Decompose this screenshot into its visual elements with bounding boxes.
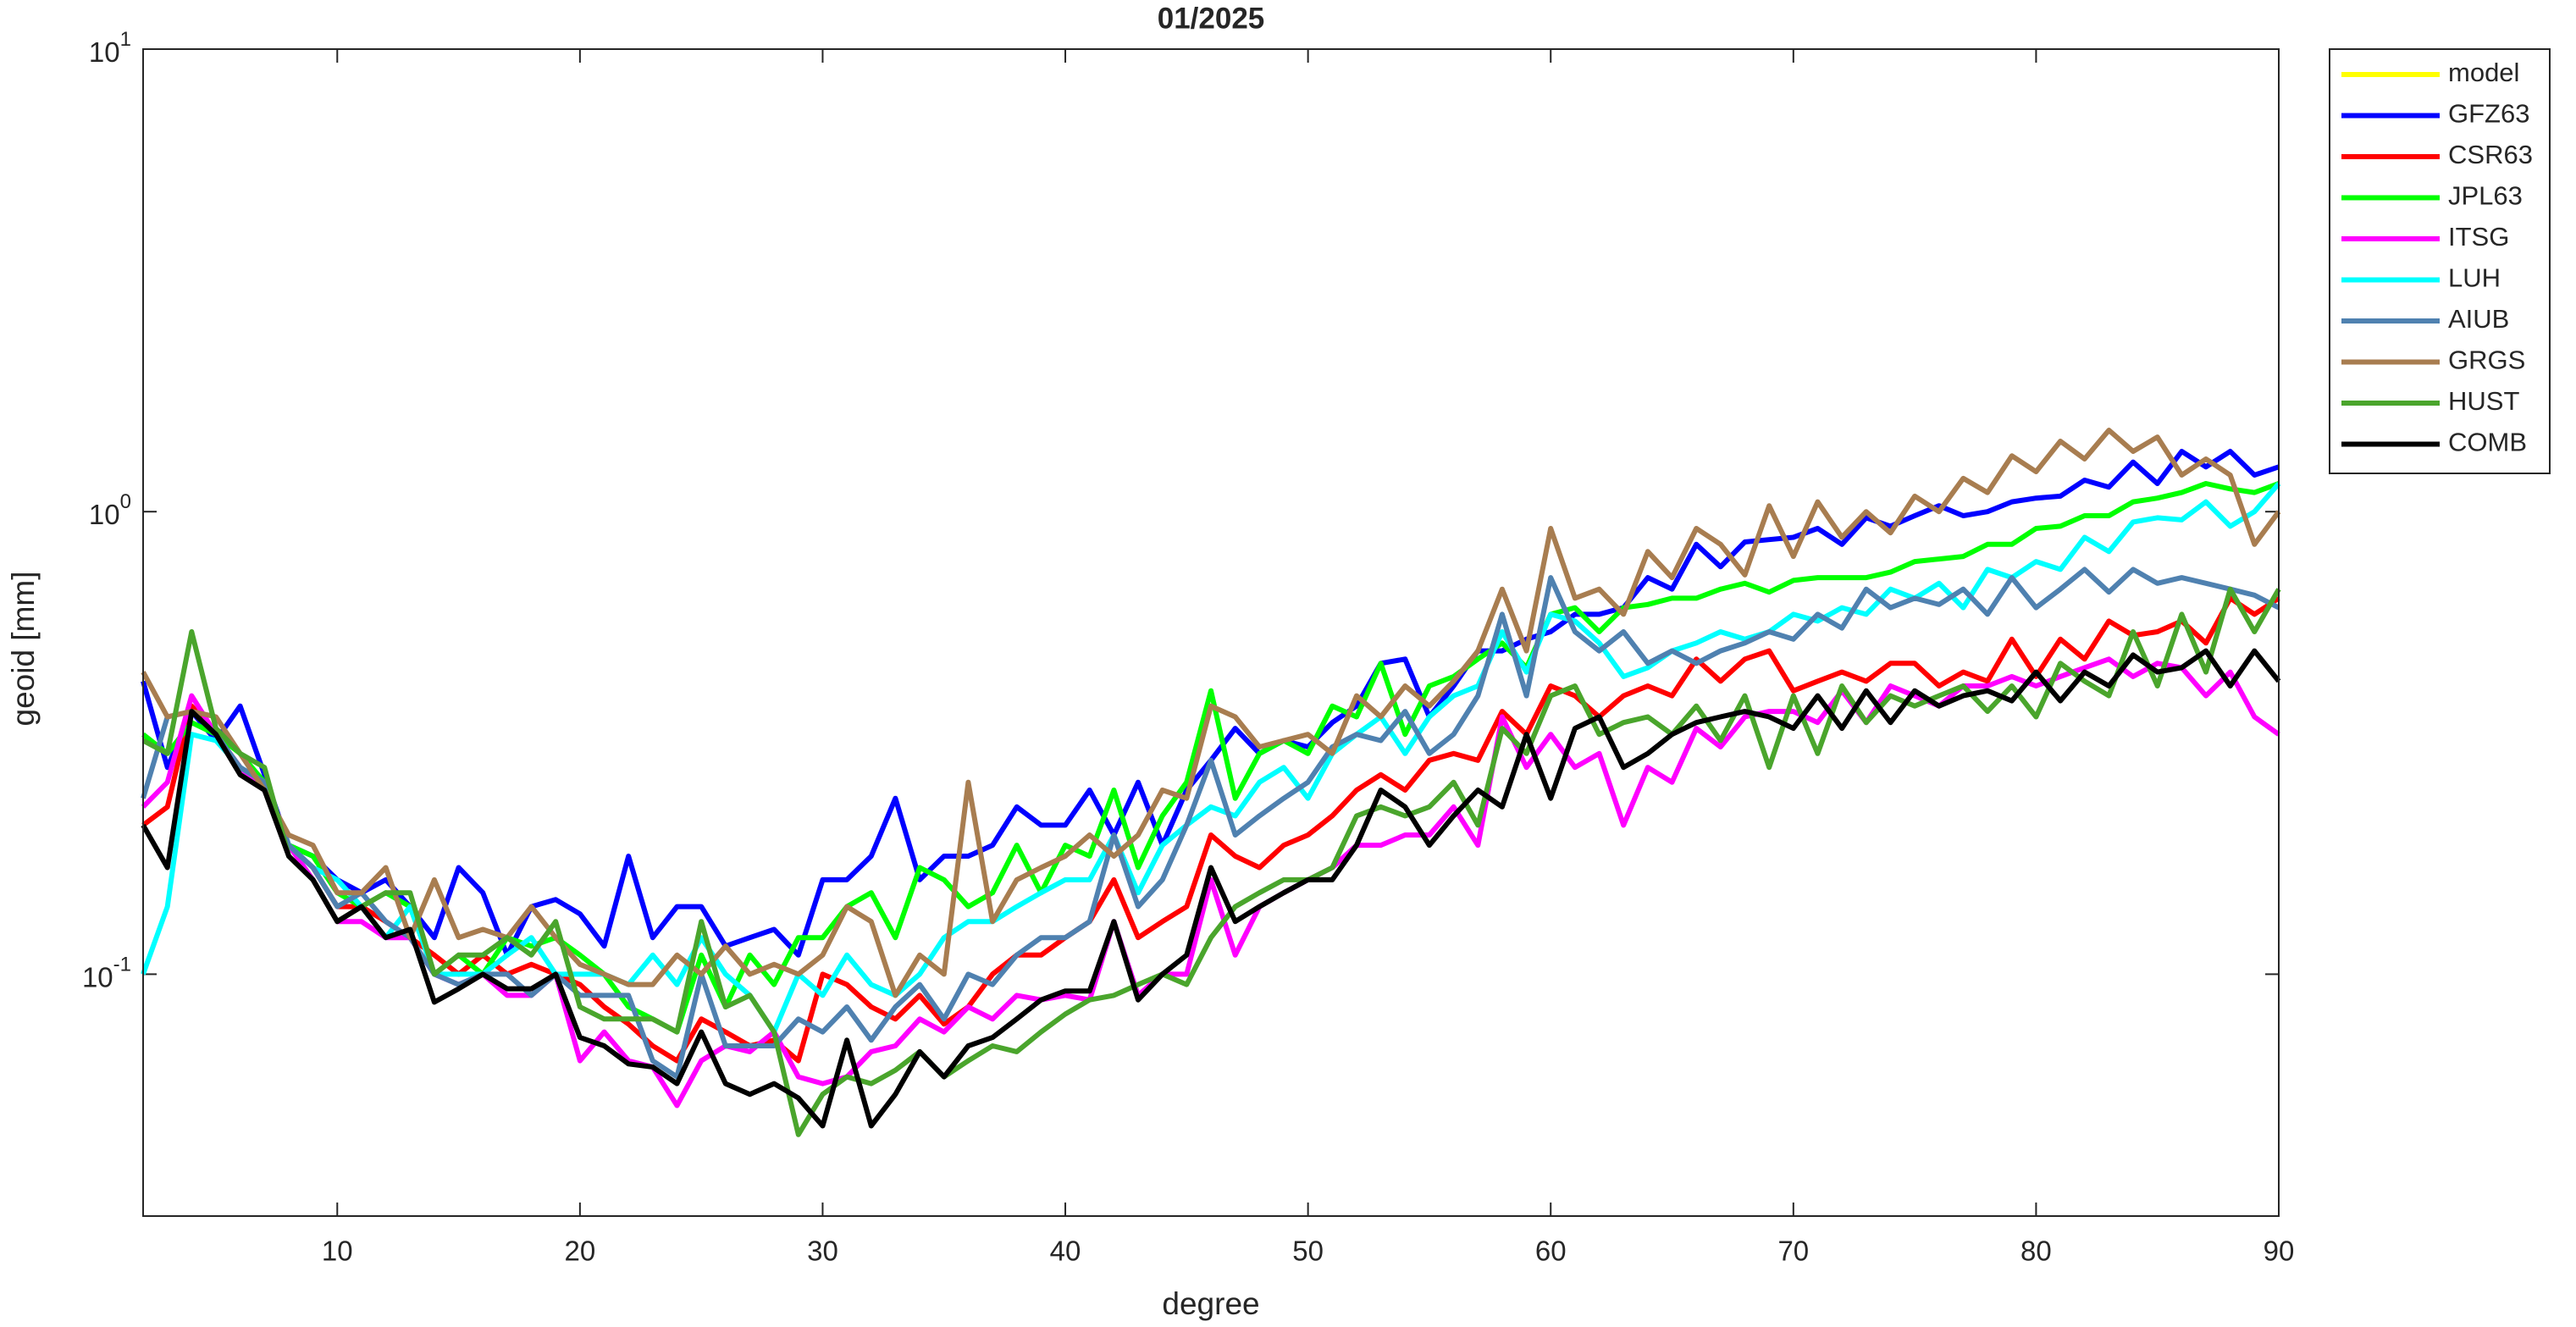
x-axis-label: degree xyxy=(1162,1286,1259,1321)
legend-label: HUST xyxy=(2448,386,2519,416)
plot-area xyxy=(143,49,2279,1216)
y-tick-base: 10 xyxy=(89,36,120,68)
y-tick-label: 10-1 xyxy=(82,954,131,992)
plot-frame xyxy=(142,48,2280,1217)
legend-label: LUH xyxy=(2448,263,2501,293)
series-line xyxy=(141,586,2281,1137)
legend-label: GFZ63 xyxy=(2448,99,2529,129)
y-tick-base: 10 xyxy=(82,961,113,992)
x-tick-label: 40 xyxy=(1050,1236,1081,1267)
series-line xyxy=(141,595,2280,1064)
legend-label: COMB xyxy=(2448,428,2527,457)
series-line xyxy=(141,648,2281,1129)
legend-label: JPL63 xyxy=(2448,181,2523,211)
series-line xyxy=(141,482,2281,1035)
chart-title: 01/2025 xyxy=(1158,2,1265,35)
y-tick-exponent: 1 xyxy=(120,28,131,51)
series-line xyxy=(141,428,2281,998)
legend-label: ITSG xyxy=(2448,222,2509,252)
x-tick-label: 50 xyxy=(1292,1236,1324,1267)
series-line xyxy=(141,481,2280,1035)
x-tick-label: 80 xyxy=(2020,1236,2052,1267)
legend-label: AIUB xyxy=(2448,304,2509,334)
legend-label: GRGS xyxy=(2448,346,2525,375)
series-line xyxy=(141,567,2280,1080)
x-tick-label: 60 xyxy=(1535,1236,1567,1267)
legend-label: model xyxy=(2448,58,2519,87)
y-tick-base: 10 xyxy=(89,499,120,530)
y-tick-label: 101 xyxy=(89,28,131,67)
series-line xyxy=(141,656,2280,1109)
x-tick-label: 20 xyxy=(565,1236,596,1267)
x-tick-label: 10 xyxy=(322,1236,353,1267)
x-tick-label: 30 xyxy=(807,1236,838,1267)
y-tick-exponent: -1 xyxy=(113,954,131,976)
x-tick-label: 70 xyxy=(1777,1236,1809,1267)
y-tick-label: 100 xyxy=(89,491,131,530)
x-tick-label: 90 xyxy=(2264,1236,2295,1267)
y-tick-exponent: 0 xyxy=(120,491,131,514)
legend-label: CSR63 xyxy=(2448,140,2533,169)
y-axis-label: geoid [mm] xyxy=(6,571,41,726)
